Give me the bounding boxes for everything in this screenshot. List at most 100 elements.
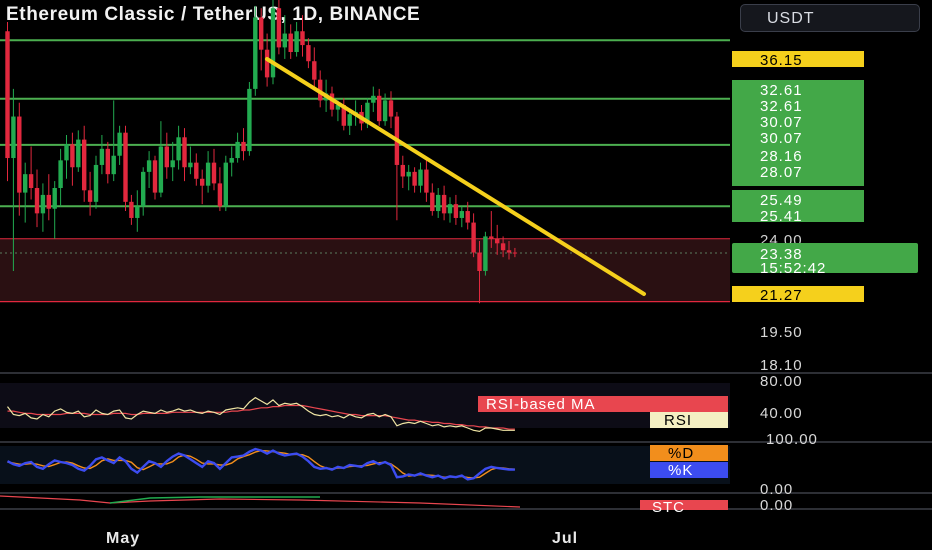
candle: [506, 241, 512, 260]
candle-body: [23, 174, 28, 193]
price-tag-support-bg: [732, 286, 864, 302]
candle: [288, 24, 293, 59]
candle: [58, 148, 63, 207]
candle-body: [11, 116, 16, 159]
candle: [105, 141, 110, 184]
candle: [194, 153, 199, 186]
candle-body: [40, 194, 46, 214]
candle: [170, 141, 175, 182]
stoch-tick-0: 0.00: [760, 481, 793, 498]
candle: [489, 211, 494, 248]
candle: [477, 241, 482, 304]
candle-body: [412, 171, 417, 186]
candle: [371, 86, 376, 112]
stc-legend: STC: [652, 499, 685, 516]
candle: [235, 132, 240, 163]
candle-body: [512, 252, 518, 254]
candle: [436, 187, 441, 218]
candle-body: [447, 204, 453, 214]
candle: [312, 47, 317, 87]
candle: [200, 169, 205, 205]
candle: [164, 132, 169, 179]
candle: [141, 167, 146, 216]
last-price-tag-bg: [732, 243, 918, 273]
candle-body: [406, 171, 411, 177]
candle: [282, 15, 287, 59]
candle-body: [152, 160, 158, 193]
rsi-ma-legend: RSI-based MA: [486, 396, 596, 413]
candle-body: [17, 116, 22, 193]
candle-body: [247, 88, 252, 152]
candle: [82, 125, 87, 202]
candle: [223, 155, 228, 212]
candle: [40, 183, 46, 232]
candle-body: [341, 105, 346, 126]
price-tag-36-bg: [732, 51, 864, 67]
candle-body: [58, 160, 63, 188]
level-label: 25.49: [760, 192, 803, 209]
currency-selector-button[interactable]: USDT: [740, 4, 920, 32]
candle-body: [64, 144, 69, 161]
candle: [341, 98, 346, 131]
candle-body: [259, 17, 264, 50]
candle: [412, 167, 417, 193]
candle-body: [52, 187, 57, 209]
x-tick-jul: Jul: [552, 530, 578, 547]
candle: [158, 121, 164, 198]
candle: [123, 125, 128, 212]
candle: [418, 162, 423, 193]
candle: [188, 146, 193, 175]
candle-body: [270, 8, 276, 78]
candle-body: [264, 49, 270, 78]
candle-body: [418, 169, 423, 186]
support-zone: [0, 238, 730, 302]
candle-body: [176, 137, 181, 161]
stc-legend-bg: [640, 500, 728, 510]
candle-body: [253, 17, 258, 89]
candle: [17, 102, 22, 216]
stoch-d-legend-bg: [650, 445, 728, 461]
countdown-label: 15:52:42: [760, 260, 826, 277]
candle-body: [34, 187, 40, 214]
candle: [347, 109, 352, 135]
candle-body: [82, 139, 87, 191]
candle: [70, 132, 75, 186]
candle: [34, 169, 40, 228]
candle-body: [146, 160, 152, 172]
candle: [217, 167, 223, 212]
candle-body: [241, 141, 246, 152]
candle: [23, 162, 28, 223]
candle: [11, 88, 16, 271]
candle-body: [465, 211, 470, 223]
stc-line-up: [109, 496, 320, 504]
stc-tick-0: 0.00: [760, 497, 793, 514]
candle: [465, 201, 470, 230]
rsi-tick-80: 80.00: [760, 373, 803, 390]
candle-body: [489, 236, 494, 239]
candle-body: [123, 132, 128, 202]
candle-body: [99, 148, 105, 165]
candle-body: [135, 206, 140, 218]
candle: [424, 160, 429, 202]
stoch-k-legend: %K: [668, 462, 693, 479]
level-label: 25.41: [760, 208, 803, 225]
candle-body: [312, 61, 317, 80]
candle-body: [382, 100, 388, 122]
candle-body: [294, 31, 299, 53]
candle-body: [28, 174, 34, 188]
candle: [471, 213, 476, 258]
level-label: 30.07: [760, 130, 803, 147]
candle-body: [306, 45, 311, 62]
candle-body: [276, 8, 282, 48]
stoch-k-line: [6, 447, 515, 481]
candle: [129, 194, 134, 225]
candle-body: [70, 144, 75, 168]
candle: [306, 38, 311, 69]
candle: [205, 151, 211, 193]
candle-body: [424, 169, 429, 193]
candle: [182, 128, 187, 182]
candle: [93, 155, 99, 209]
candle: [300, 15, 305, 57]
level-labels-bg-upper: [732, 80, 864, 186]
